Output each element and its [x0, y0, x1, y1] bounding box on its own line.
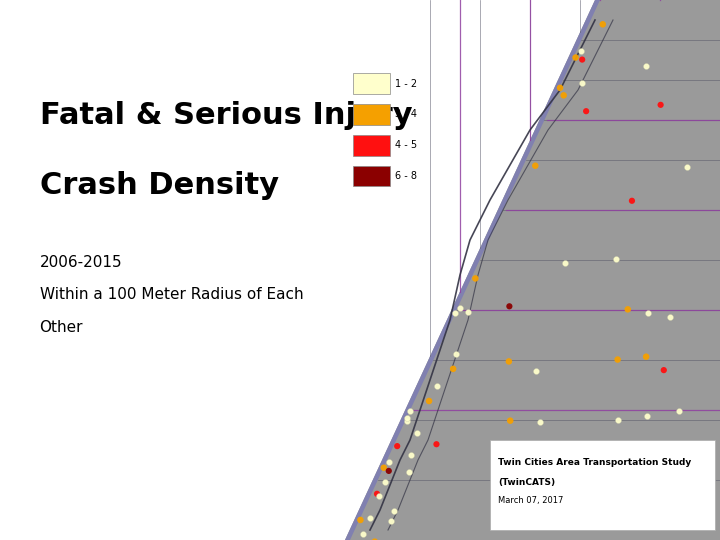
Point	[559, 259, 570, 267]
Point	[431, 381, 443, 390]
Text: 2006-2015: 2006-2015	[40, 255, 122, 270]
Point	[411, 428, 423, 437]
Point	[379, 478, 390, 487]
Bar	[490, 440, 715, 530]
Text: 4 - 5: 4 - 5	[395, 140, 418, 150]
Text: 6 - 8: 6 - 8	[395, 171, 418, 181]
Point	[534, 417, 546, 426]
Text: 1 - 2: 1 - 2	[395, 79, 418, 89]
Text: Fatal & Serious Injury: Fatal & Serious Injury	[40, 100, 413, 130]
Point	[450, 350, 462, 359]
Point	[423, 397, 435, 406]
Point	[658, 366, 670, 374]
Point	[570, 53, 581, 62]
Point	[373, 492, 384, 501]
Point	[655, 100, 667, 109]
Point	[431, 440, 442, 449]
Text: Other: Other	[40, 320, 83, 335]
Bar	[353, 166, 390, 186]
Point	[531, 367, 542, 375]
Polygon shape	[345, 0, 720, 540]
Point	[612, 355, 624, 364]
Point	[558, 91, 570, 100]
Point	[622, 305, 634, 314]
Point	[673, 406, 685, 415]
Point	[372, 489, 383, 498]
Point	[447, 364, 459, 373]
Point	[611, 254, 622, 263]
Point	[641, 411, 652, 420]
Point	[597, 20, 608, 29]
Point	[355, 516, 366, 524]
Bar	[353, 73, 390, 94]
Point	[357, 529, 369, 538]
Text: 3 - 4: 3 - 4	[395, 110, 418, 119]
Point	[577, 79, 588, 87]
Point	[469, 274, 481, 283]
Point	[449, 308, 461, 317]
Point	[641, 62, 652, 71]
Point	[642, 309, 653, 318]
Point	[505, 416, 516, 425]
Point	[403, 468, 415, 476]
Point	[626, 197, 638, 205]
Point	[404, 407, 415, 415]
Point	[577, 55, 588, 64]
Point	[503, 302, 515, 310]
Point	[640, 353, 652, 361]
Point	[402, 416, 413, 425]
Point	[383, 467, 395, 475]
Text: (TwinCATS): (TwinCATS)	[498, 478, 555, 487]
Text: March 07, 2017: March 07, 2017	[498, 496, 563, 505]
Point	[665, 312, 676, 321]
Point	[554, 84, 566, 92]
Point	[580, 107, 592, 116]
Point	[388, 507, 400, 516]
Point	[462, 308, 473, 316]
Point	[369, 537, 380, 540]
Point	[405, 450, 416, 459]
Point	[454, 304, 465, 313]
Point	[402, 413, 413, 422]
Text: Within a 100 Meter Radius of Each: Within a 100 Meter Radius of Each	[40, 287, 303, 302]
Point	[612, 415, 624, 424]
Polygon shape	[345, 0, 600, 540]
Bar	[353, 135, 390, 156]
Point	[503, 357, 515, 366]
Text: Twin Cities Area Transportation Study: Twin Cities Area Transportation Study	[498, 458, 691, 467]
Point	[384, 516, 396, 525]
Point	[681, 163, 693, 172]
Point	[383, 458, 395, 467]
Point	[575, 47, 587, 56]
Point	[365, 514, 377, 522]
Text: Crash Density: Crash Density	[40, 171, 279, 200]
Point	[626, 485, 637, 494]
Bar	[353, 104, 390, 125]
Point	[508, 480, 519, 489]
Point	[392, 442, 403, 450]
Point	[378, 463, 390, 472]
Point	[529, 161, 541, 170]
